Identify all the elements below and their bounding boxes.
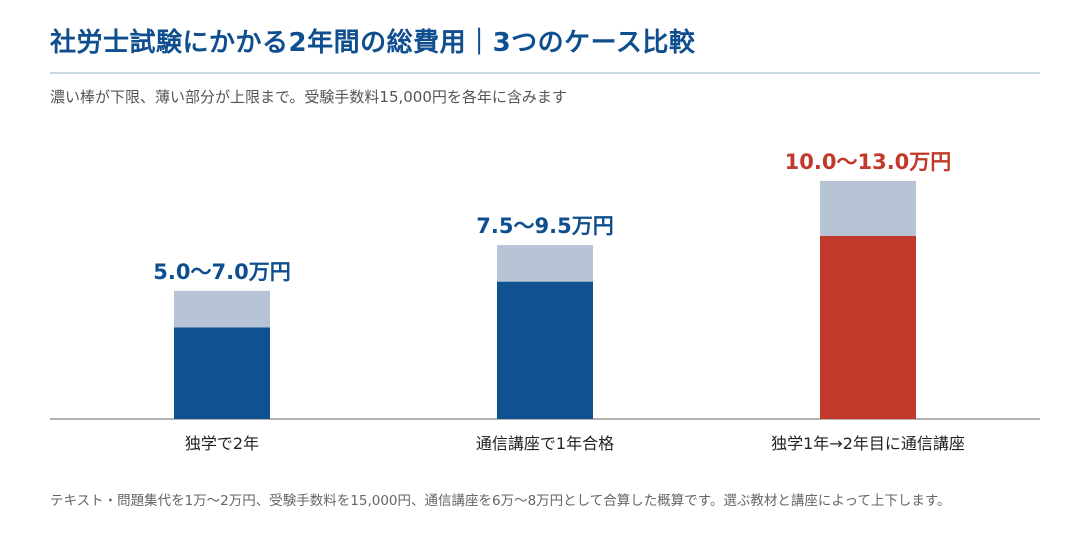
bar-lower-bound xyxy=(174,327,270,419)
bar-lower-bound xyxy=(820,235,916,419)
page-title: 社労士試験にかかる2年間の総費用｜3つのケース比較 xyxy=(50,28,696,58)
bar-range-label: 7.5〜9.5万円 xyxy=(476,214,613,238)
bar-upper-range xyxy=(497,245,593,282)
title-divider xyxy=(50,72,1040,74)
bar-lower-bound xyxy=(497,281,593,419)
x-tick-label: 独学1年→2年目に通信講座 xyxy=(771,434,965,453)
chart-subtitle: 濃い棒が下限、薄い部分が上限まで。受験手数料15,000円を各年に含みます xyxy=(50,88,567,106)
bar-upper-range xyxy=(174,290,270,328)
bar-range-label: 5.0〜7.0万円 xyxy=(153,260,290,284)
bar-upper-range xyxy=(820,181,916,236)
footnote: テキスト・問題集代を1万〜2万円、受験手数料を15,000円、通信講座を6万〜8… xyxy=(50,493,951,509)
x-tick-label: 通信講座で1年合格 xyxy=(476,434,614,453)
bar-range-label: 10.0〜13.0万円 xyxy=(785,150,952,174)
x-tick-label: 独学で2年 xyxy=(185,434,259,453)
